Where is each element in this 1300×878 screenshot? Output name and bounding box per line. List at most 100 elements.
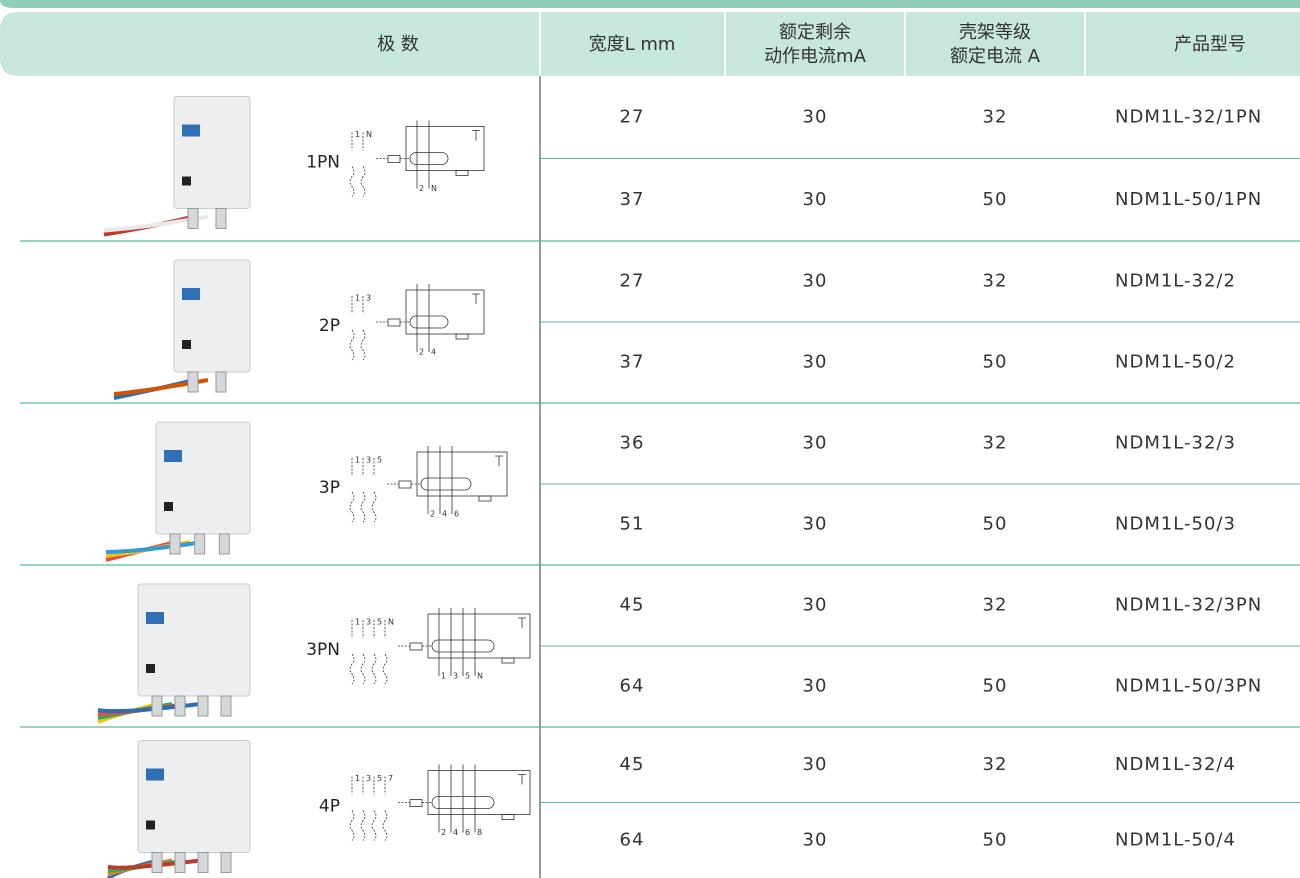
cell: NDM1L-32/3PN (1115, 595, 1262, 616)
product-image (97, 583, 251, 724)
terminal (187, 208, 199, 229)
test-button (472, 130, 480, 141)
terminal-label: 5 (377, 456, 382, 465)
frame (427, 613, 531, 659)
cell: 32 (983, 106, 1008, 127)
wiring-diagram: 1 3 5 N1 3 5 N (349, 608, 531, 685)
terminal-label: 6 (454, 510, 459, 519)
header-residual: 额定剩余 (779, 22, 851, 43)
cell: 30 (803, 514, 828, 535)
terminal-label: 3 (453, 672, 458, 681)
button (182, 176, 191, 186)
cell: NDM1L-50/3PN (1115, 676, 1262, 697)
cell: 50 (983, 189, 1008, 210)
terminal (215, 208, 227, 229)
terminal (174, 852, 186, 873)
frame (427, 770, 531, 815)
label (164, 450, 182, 462)
header-dividers (539, 12, 1086, 76)
terminal-label: 1 (355, 618, 360, 627)
switch-line (382, 776, 388, 841)
header-model: 产品型号 (1174, 34, 1246, 55)
resistor (501, 657, 515, 664)
terminal (187, 371, 199, 393)
terminal (220, 852, 232, 873)
pole-label: 4P (319, 797, 340, 817)
switch-line (371, 776, 377, 841)
body (173, 96, 251, 209)
terminal (218, 533, 230, 555)
terminal (169, 533, 181, 555)
switch-line (360, 776, 366, 841)
terminal-label: 3 (366, 294, 371, 303)
button (164, 502, 173, 511)
cell: 64 (620, 676, 645, 697)
cell: NDM1L-32/2 (1115, 271, 1236, 292)
terminal-label: 5 (377, 774, 382, 783)
test-button (472, 293, 480, 304)
product-image (103, 96, 251, 237)
cell: 30 (803, 433, 828, 454)
switch-line (349, 296, 355, 361)
product-image (105, 421, 251, 562)
switch-line (349, 132, 355, 197)
cell: 30 (803, 189, 828, 210)
resistor (478, 495, 492, 502)
wire (105, 540, 205, 554)
cell: NDM1L-32/3 (1115, 433, 1236, 454)
terminal (220, 695, 232, 717)
terminal-label: N (477, 672, 483, 681)
cell: NDM1L-32/1PN (1115, 106, 1262, 127)
cell: 45 (620, 754, 645, 775)
cell: 27 (620, 106, 645, 127)
cell: 50 (983, 514, 1008, 535)
label (182, 288, 200, 300)
terminal-label: 5 (377, 618, 382, 627)
cell: 50 (983, 829, 1008, 850)
top-strip (0, 0, 1300, 8)
trip-box (409, 799, 423, 807)
test-button (495, 455, 503, 466)
cell: 37 (620, 189, 645, 210)
cell: NDM1L-50/3 (1115, 514, 1236, 535)
cell: 64 (620, 829, 645, 850)
trip-box (409, 642, 423, 651)
cell: NDM1L-32/4 (1115, 754, 1236, 775)
header-width: 宽度L mm (589, 34, 676, 55)
cell: 45 (620, 595, 645, 616)
body (173, 259, 251, 373)
cell: 32 (983, 595, 1008, 616)
terminal-label: 3 (366, 774, 371, 783)
switch-line (360, 132, 366, 197)
pole-label: 3P (319, 478, 340, 498)
button (146, 664, 155, 673)
cell: 32 (983, 754, 1008, 775)
wiring-diagram: 1 N2 N (349, 120, 485, 197)
product-image (113, 259, 251, 400)
terminal-label: 3 (366, 618, 371, 627)
switch-line (382, 620, 388, 685)
body (137, 740, 251, 853)
cell: 50 (983, 352, 1008, 373)
label (146, 612, 164, 624)
terminal-label: 1 (355, 774, 360, 783)
terminal-label: N (388, 618, 394, 627)
terminal (174, 695, 186, 717)
cell: NDM1L-50/2 (1115, 352, 1236, 373)
pole-label: 2P (319, 316, 340, 336)
frame (405, 289, 485, 335)
trip-box (387, 155, 401, 163)
header-poles: 极 数 (377, 34, 419, 55)
body (155, 421, 251, 535)
cell: NDM1L-50/4 (1115, 829, 1236, 850)
cell: 30 (803, 829, 828, 850)
switch-line (371, 620, 377, 685)
resistor (455, 170, 469, 176)
button (146, 820, 155, 830)
terminal-label: 2 (419, 348, 424, 357)
cell: 37 (620, 352, 645, 373)
switch-line (349, 458, 355, 523)
cell: 50 (983, 676, 1008, 697)
cell: NDM1L-50/1PN (1115, 189, 1262, 210)
terminal-label: N (366, 130, 372, 139)
